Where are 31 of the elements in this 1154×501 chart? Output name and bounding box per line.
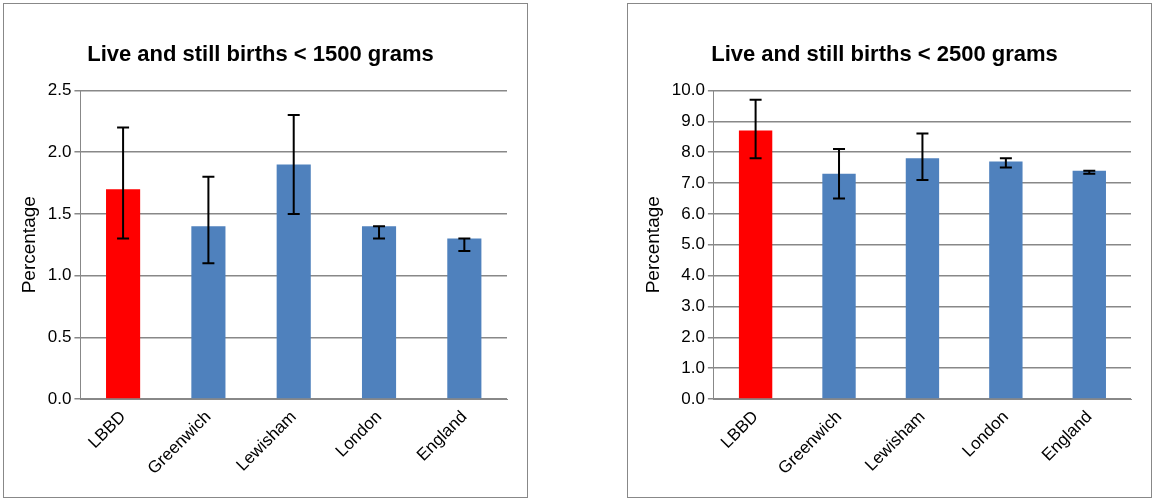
y-tick-label: 0.5 — [47, 327, 72, 347]
y-tick-label: 2.5 — [47, 80, 72, 100]
y-tick-label: 5.0 — [681, 234, 705, 254]
y-tick-label: 0.0 — [681, 388, 705, 408]
y-tick-label: 1.5 — [47, 203, 72, 223]
y-tick-label: 1.0 — [681, 357, 705, 377]
y-axis-title: Percentage — [17, 196, 39, 294]
bar — [738, 130, 773, 399]
bar — [1072, 170, 1106, 399]
y-tick-label: 4.0 — [681, 265, 705, 285]
bar — [822, 173, 856, 399]
y-tick-label: 8.0 — [681, 141, 705, 161]
chart-title: Live and still births < 1500 grams — [87, 41, 434, 67]
y-tick-label: 1.0 — [47, 265, 72, 285]
y-tick-label: 10.0 — [671, 80, 705, 100]
bar — [191, 226, 226, 399]
y-tick-label: 9.0 — [681, 110, 705, 130]
bar — [905, 158, 940, 399]
y-axis-title: Percentage — [641, 196, 663, 294]
bar — [989, 161, 1023, 399]
bar — [447, 238, 482, 399]
y-tick-label: 6.0 — [681, 203, 705, 223]
bar — [276, 164, 311, 399]
y-tick-label: 7.0 — [681, 172, 705, 192]
y-tick-label: 0.0 — [47, 388, 72, 408]
bar — [106, 189, 141, 399]
bar — [361, 226, 397, 399]
y-tick-label: 3.0 — [681, 296, 705, 316]
y-tick-label: 2.0 — [681, 327, 705, 347]
y-tick-label: 2.0 — [47, 141, 72, 161]
chart-title: Live and still births < 2500 grams — [711, 41, 1058, 67]
